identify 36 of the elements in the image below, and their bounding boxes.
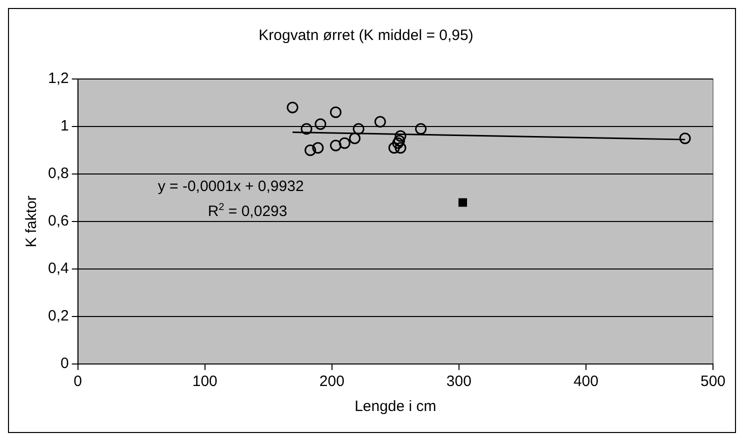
point [679,132,691,144]
point [286,102,298,114]
y-axis-title: K faktor [23,196,40,248]
x-tick-label: 300 [446,373,472,390]
point [352,123,364,135]
x-tick-label: 200 [319,373,344,390]
y-tick-label: 0,8 [48,165,69,182]
y-tick-label: 1 [60,118,69,135]
point [388,142,400,154]
point [374,116,386,128]
point [394,130,406,142]
y-tick-label: 0,6 [48,212,69,230]
point [349,132,361,144]
y-tick-label: 1,2 [48,70,69,88]
point [304,144,316,156]
x-axis-title: Lengde i cm [354,398,436,416]
point [312,142,324,154]
point [330,106,342,118]
point [458,198,468,207]
point [394,142,406,154]
point [415,123,427,135]
point [392,137,404,149]
chart-title: Krogvatn ørret (K middel = 0,95) [258,27,474,44]
point [338,137,350,149]
y-tick-label: 0,4 [48,260,69,278]
x-tick-label: 0 [74,373,82,390]
point [300,123,312,135]
y-tick-label: 0 [60,355,69,372]
point [314,118,326,130]
x-tick-label: 400 [573,373,598,390]
point [393,135,405,146]
point [330,140,342,152]
x-tick-label: 500 [700,373,726,390]
y-tick-label: 0,2 [48,308,69,325]
annotation: y = -0,0001x + 0,9932 [158,178,304,195]
x-tick-label: 100 [192,373,218,390]
